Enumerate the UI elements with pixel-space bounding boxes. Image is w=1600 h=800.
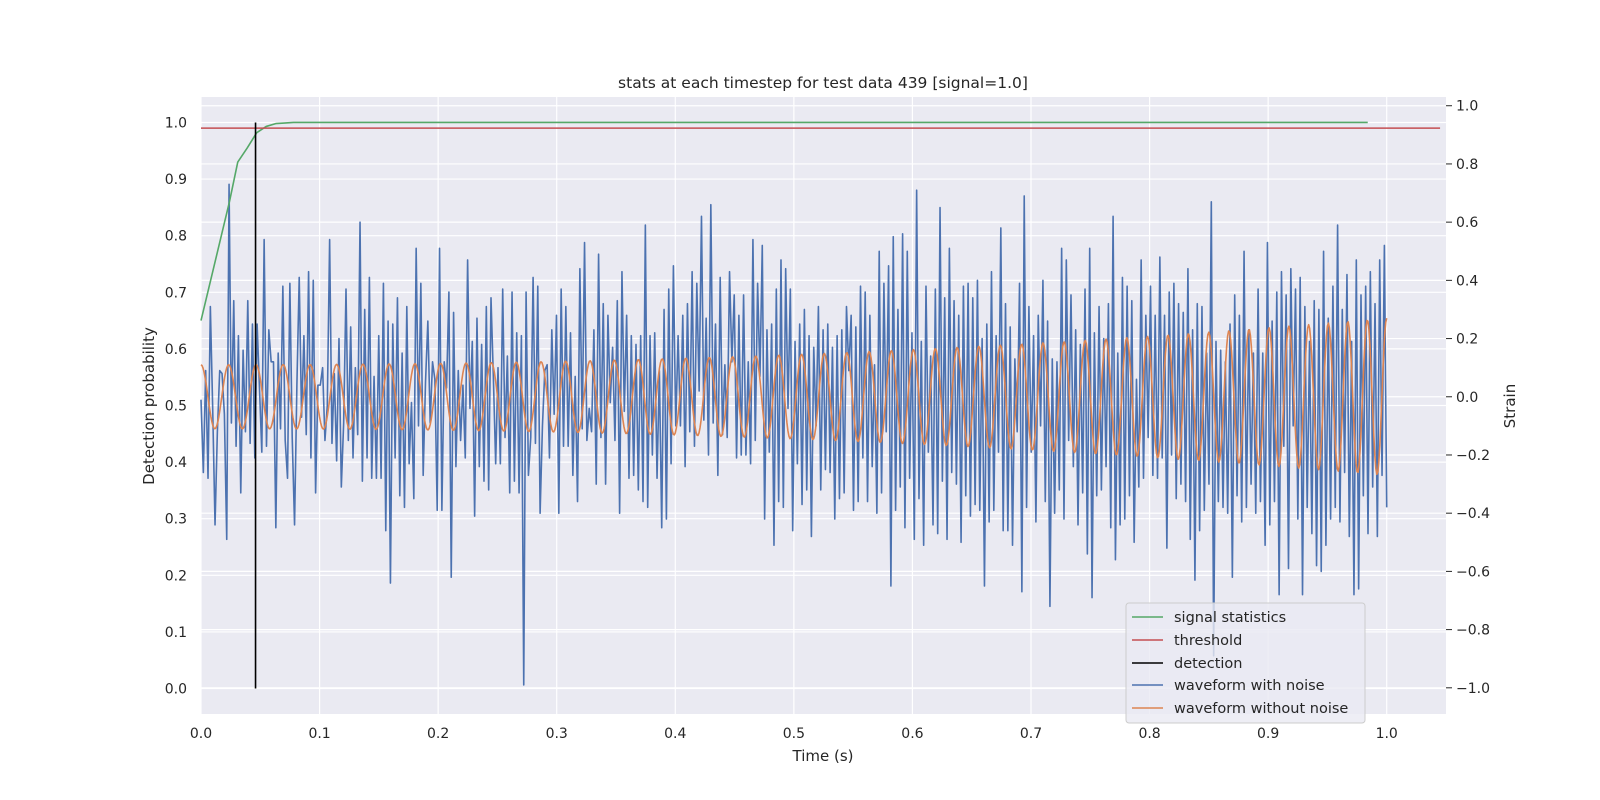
y-tick-label-right: −0.6 [1456, 564, 1490, 580]
x-tick-label: 0.7 [1020, 726, 1042, 742]
x-tick-label: 0.3 [546, 726, 568, 742]
series-line-waveform-with-noise [200, 183, 1388, 686]
x-tick-label: 0.1 [308, 726, 330, 742]
y-tick-label-right: 0.4 [1456, 273, 1478, 289]
y-tick-label-left: 0.8 [165, 229, 187, 245]
x-axis-ticks: 0.0 0.1 0.2 0.3 0.4 0.5 0.6 0.7 0.8 0.9 1.0 [190, 726, 1398, 742]
right-axis-ticks: −1.0 −0.8 −0.6 −0.4 −0.2 0.0 0.2 0.4 0.6 0.8 1.0 [1446, 99, 1490, 697]
y-tick-label-right: 0.2 [1456, 332, 1478, 348]
y-tick-label-right: −1.0 [1456, 681, 1490, 697]
x-axis-label: Time (s) [792, 747, 854, 765]
y-tick-label-right: −0.2 [1456, 448, 1490, 464]
chart-title: stats at each timestep for test data 439… [618, 74, 1028, 92]
legend-label-waveform-without-noise: waveform without noise [1174, 701, 1348, 717]
y-tick-label-right: 0.8 [1456, 157, 1478, 173]
x-tick-label: 0.6 [901, 726, 923, 742]
y-tick-label-right: 0.0 [1456, 390, 1478, 406]
y-tick-label-left: 0.2 [165, 568, 187, 584]
y-tick-label-left: 0.3 [165, 512, 187, 528]
y-tick-label-left: 0.5 [165, 399, 187, 415]
x-tick-label: 0.0 [190, 726, 212, 742]
legend-label-detection: detection [1174, 656, 1242, 672]
x-tick-label: 1.0 [1376, 726, 1398, 742]
y-axis-label-right: Strain [1501, 384, 1519, 428]
x-tick-label: 0.8 [1138, 726, 1160, 742]
y-tick-label-left: 0.1 [165, 625, 187, 641]
series-layer [200, 121, 1441, 689]
y-tick-label-left: 0.0 [165, 682, 187, 698]
y-tick-label-right: 0.6 [1456, 215, 1478, 231]
legend-label-signal-statistics: signal statistics [1174, 610, 1286, 626]
y-tick-label-left: 0.4 [165, 455, 187, 471]
x-tick-label: 0.2 [427, 726, 449, 742]
y-tick-label-right: −0.8 [1456, 623, 1490, 639]
series-line-waveform-without-noise [200, 318, 1388, 476]
y-tick-label-right: −0.4 [1456, 506, 1490, 522]
left-axis-ticks: 0.0 0.1 0.2 0.3 0.4 0.5 0.6 0.7 0.8 0.9 1.0 [165, 115, 187, 697]
y-tick-label-left: 0.9 [165, 172, 187, 188]
y-axis-label-left: Detection probability [140, 327, 158, 485]
y-tick-label-right: 1.0 [1456, 99, 1478, 115]
legend: signal statistics threshold detection wa… [1125, 602, 1366, 724]
legend-box [1125, 602, 1366, 724]
x-tick-label: 0.9 [1257, 726, 1279, 742]
x-tick-label: 0.4 [664, 726, 686, 742]
y-tick-label-left: 1.0 [165, 115, 187, 131]
legend-label-threshold: threshold [1174, 633, 1242, 649]
series-line-signal-statistics [200, 121, 1368, 321]
x-tick-label: 0.5 [783, 726, 805, 742]
y-tick-label-left: 0.7 [165, 285, 187, 301]
legend-label-waveform-with-noise: waveform with noise [1174, 678, 1325, 694]
y-tick-label-left: 0.6 [165, 342, 187, 358]
